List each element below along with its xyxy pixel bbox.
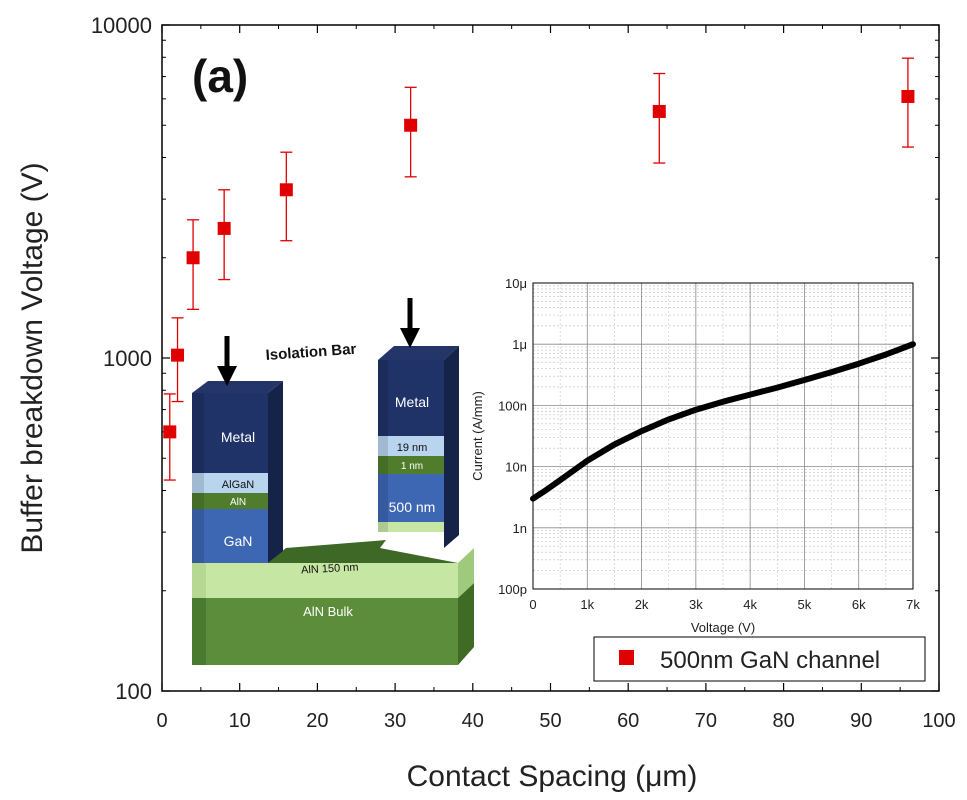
left-algan [192, 473, 268, 493]
aln-bulk-side [458, 583, 474, 665]
left-aln-label: AlN [230, 497, 246, 508]
x-tick-label: 70 [695, 710, 717, 732]
aln-bulk-front [192, 598, 458, 665]
iv-grid [532, 282, 914, 590]
data-point [279, 183, 293, 197]
left-gan-label: GaN [224, 533, 253, 549]
right-pillar-shade [378, 360, 388, 532]
iv-x-tick-label: 2k [635, 597, 649, 612]
iv-curve [530, 341, 916, 502]
aln-150-shade [192, 563, 206, 598]
legend-box [593, 636, 926, 682]
left-metal [192, 393, 268, 473]
y-tick-label: 100 [115, 679, 152, 704]
right-metal [378, 360, 444, 436]
arrow-down-icon [400, 298, 420, 348]
iv-y-tick-label: 10μ [505, 276, 527, 291]
left-aln [192, 493, 268, 509]
left-pillar-shade [192, 393, 204, 563]
x-tick-label: 20 [306, 710, 328, 732]
trench-floor [268, 540, 458, 563]
left-algan-label: AlGaN [222, 479, 254, 491]
iv-y-tick-label: 100p [498, 582, 527, 597]
data-point [901, 89, 915, 103]
iv-x-tick-label: 3k [689, 597, 703, 612]
x-tick-label: 0 [156, 710, 167, 732]
data-point [404, 118, 418, 132]
y-tick-label: 10000 [91, 13, 152, 38]
data-point [186, 251, 200, 265]
iv-x-tick-label: 7k [906, 597, 920, 612]
device-structure-diagram: Isolation Bar Metal AlGaN AlN GaN Metal … [192, 298, 474, 665]
iv-y-axis-label: Current (A/mm) [470, 391, 485, 481]
main-y-tick-labels: 100 1000 10000 [91, 13, 152, 704]
x-tick-label: 50 [539, 710, 561, 732]
x-tick-label: 60 [617, 710, 639, 732]
x-tick-label: 100 [922, 710, 955, 732]
iv-inset-background [493, 265, 925, 615]
main-y-axis-label: Buffer breakdown Voltage (V) [16, 162, 49, 553]
right-metal-label: Metal [395, 394, 429, 410]
main-x-tick-labels: 0 10 20 30 40 50 60 70 80 90 100 [156, 710, 955, 732]
left-metal-label: Metal [221, 429, 255, 445]
iv-y-tick-label: 1n [513, 521, 527, 536]
x-tick-label: 40 [462, 710, 484, 732]
iv-y-tick-label: 1μ [512, 337, 527, 352]
left-gan [192, 509, 268, 563]
aln-bulk-label: AlN Bulk [303, 604, 353, 619]
aln-150-side [458, 548, 474, 598]
main-x-axis-label: Contact Spacing (μm) [407, 760, 698, 793]
isolation-bar-title: Isolation Bar [265, 341, 357, 364]
right-1nm-label: 1 nm [401, 461, 423, 472]
aln-150-label: AlN 150 nm [301, 562, 359, 577]
iv-x-tick-label: 0 [529, 597, 536, 612]
iv-series-line [530, 341, 916, 502]
legend-marker [619, 650, 634, 665]
aln-bulk-shade [192, 598, 206, 665]
legend: 500nm GaN channel [593, 636, 926, 682]
right-pillar-side [444, 346, 459, 548]
data-point [652, 104, 666, 118]
iv-x-tick-label: 5k [798, 597, 812, 612]
data-point [217, 221, 231, 235]
x-tick-label: 80 [772, 710, 794, 732]
x-tick-label: 30 [384, 710, 406, 732]
right-19nm-label: 19 nm [397, 442, 428, 454]
right-19nm [378, 436, 444, 456]
x-tick-label: 90 [850, 710, 872, 732]
iv-y-tick-label: 100n [498, 398, 527, 413]
right-aln-top [378, 522, 444, 532]
left-pillar-side [268, 381, 283, 563]
main-axis-ticks [161, 24, 940, 692]
data-point [163, 425, 177, 439]
iv-x-tick-label: 1k [580, 597, 594, 612]
main-scatter-series [163, 57, 915, 481]
iv-y-tick-labels: 100p 1n 10n 100n 1μ 10μ [498, 276, 527, 597]
iv-x-tick-label: 6k [852, 597, 866, 612]
right-500nm-label: 500 nm [389, 499, 436, 515]
iv-plot-frame [532, 282, 914, 590]
aln-150-front [192, 563, 458, 598]
right-pillar-top [378, 346, 459, 360]
legend-label: 500nm GaN channel [660, 647, 880, 674]
iv-x-tick-label: 4k [743, 597, 757, 612]
iv-inset: 0 1k 2k 3k 4k 5k 6k 7k 100p 1n 10n 100n 1μ 10μ Volta… [470, 265, 925, 635]
y-tick-label: 1000 [103, 346, 152, 371]
iv-y-tick-label: 10n [505, 460, 527, 475]
iv-x-tick-labels: 0 1k 2k 3k 4k 5k 6k 7k [529, 597, 920, 612]
data-point [171, 348, 185, 362]
left-pillar-top [192, 381, 283, 393]
right-1nm [378, 456, 444, 474]
panel-label: (a) [192, 50, 248, 102]
x-tick-label: 10 [229, 710, 251, 732]
right-500nm [378, 474, 444, 522]
arrow-down-icon [217, 336, 237, 386]
iv-x-axis-label: Voltage (V) [691, 620, 755, 635]
